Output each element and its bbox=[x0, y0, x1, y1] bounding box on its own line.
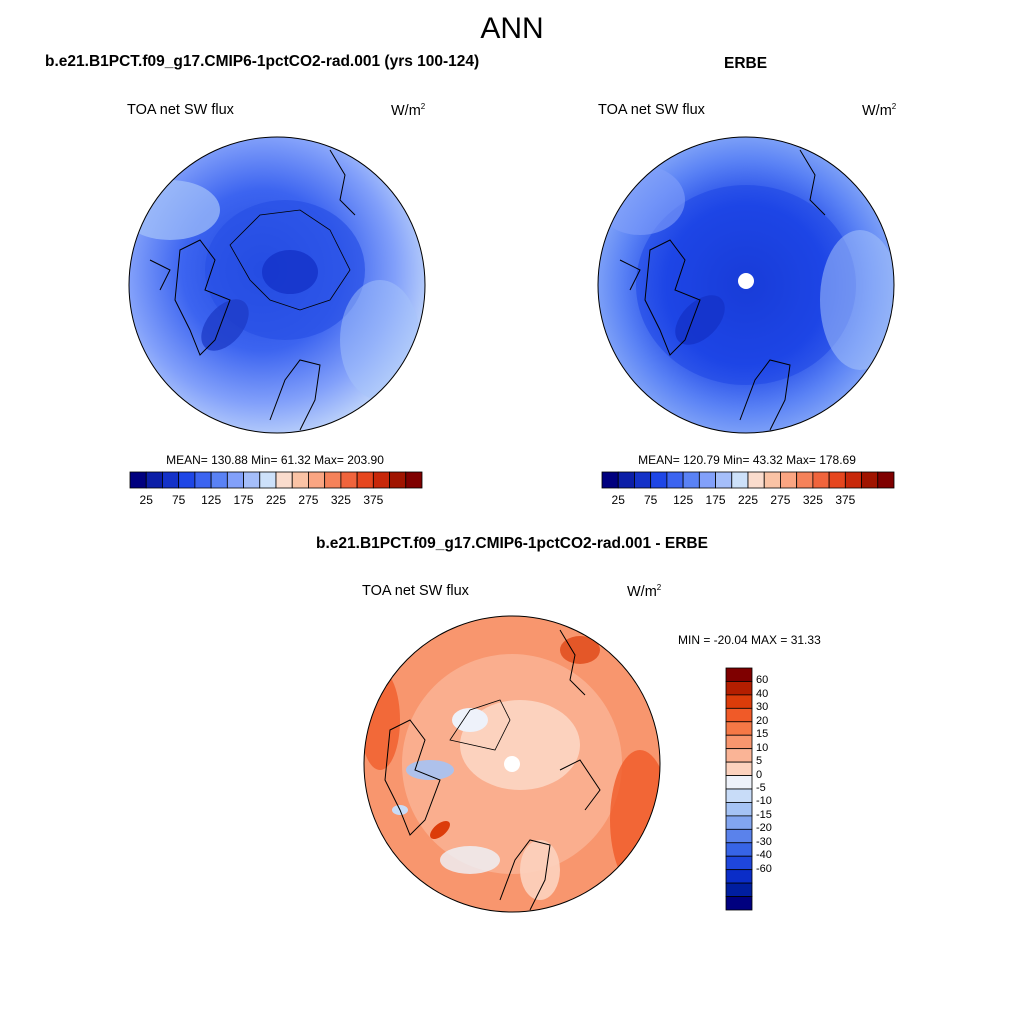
colorbar-tick-label: 175 bbox=[233, 493, 254, 507]
colorbar-tick-label: 375 bbox=[835, 493, 856, 507]
colorbar-tick-label: 25 bbox=[611, 493, 625, 507]
colorbar-tick-label: 15 bbox=[756, 728, 769, 741]
colorbar-tick-label: 30 bbox=[756, 701, 769, 714]
colorbar-cell bbox=[725, 882, 753, 897]
colorbar-tick-label: -15 bbox=[756, 808, 772, 821]
colorbar-tick-label: -10 bbox=[756, 795, 772, 808]
diff-colorbar-ticks: 60 40 30 20 15 10 5 0 -5 -10 -15 -20 -30 -40 -60 bbox=[756, 668, 796, 910]
colorbar-tick-label: 40 bbox=[756, 687, 769, 700]
colorbar-cell bbox=[725, 681, 753, 696]
colorbar-tick-label: -20 bbox=[756, 822, 772, 835]
colorbar-tick-label: 60 bbox=[756, 674, 769, 687]
colorbar-cell bbox=[725, 869, 753, 884]
colorbar-tick-label: 325 bbox=[330, 493, 351, 507]
colorbar-tick-label: -40 bbox=[756, 849, 772, 862]
colorbar-tick-label: -5 bbox=[756, 782, 766, 794]
diff-variable-label: TOA net SW flux bbox=[362, 583, 469, 599]
right-units-label: W/m2 bbox=[862, 102, 897, 119]
diff-colorbar bbox=[725, 667, 753, 911]
colorbar-cell bbox=[725, 788, 753, 803]
colorbar-cell bbox=[405, 471, 423, 489]
colorbar-tick-label: 125 bbox=[673, 493, 694, 507]
diff-minmax: MIN = -20.04 MAX = 31.33 bbox=[678, 633, 821, 647]
colorbar-cell bbox=[725, 842, 753, 857]
colorbar-cell bbox=[725, 828, 753, 844]
colorbar-cell bbox=[725, 815, 753, 830]
left-colorbar-ticks: 25 75 125 175 225 275 325 375 bbox=[130, 493, 422, 509]
left-stats: MEAN= 130.88 Min= 61.32 Max= 203.90 bbox=[166, 453, 384, 467]
colorbar-tick-label: 225 bbox=[265, 493, 287, 507]
left-panel-title: b.e21.B1PCT.f09_g17.CMIP6-1pctCO2-rad.00… bbox=[45, 53, 480, 70]
colorbar-cell bbox=[725, 721, 753, 736]
right-stats: MEAN= 120.79 Min= 43.32 Max= 178.69 bbox=[638, 453, 856, 467]
left-units-label: W/m2 bbox=[391, 102, 426, 119]
right-colorbar-ticks: 25 75 125 175 225 275 325 375 bbox=[602, 493, 894, 509]
colorbar-tick-label: 5 bbox=[756, 755, 763, 768]
colorbar-tick-label: 75 bbox=[171, 493, 186, 507]
diff-units-label: W/m2 bbox=[627, 583, 662, 600]
colorbar-cell bbox=[725, 667, 753, 682]
colorbar-tick-label: -30 bbox=[756, 835, 772, 848]
colorbar-tick-label: 0 bbox=[756, 768, 763, 781]
colorbar-tick-label: 375 bbox=[363, 493, 384, 507]
colorbar-tick-label: 275 bbox=[298, 493, 319, 507]
left-variable-label: TOA net SW flux bbox=[127, 102, 234, 118]
colorbar-cell bbox=[725, 896, 753, 911]
colorbar-cell bbox=[877, 471, 895, 489]
diff-panel-title: b.e21.B1PCT.f09_g17.CMIP6-1pctCO2-rad.00… bbox=[316, 535, 708, 552]
colorbar-cell bbox=[725, 694, 753, 709]
colorbar-tick-label: 75 bbox=[643, 493, 658, 507]
colorbar-tick-label: 10 bbox=[756, 741, 769, 754]
colorbar-cell bbox=[725, 802, 753, 817]
colorbar-cell bbox=[725, 761, 753, 776]
colorbar-cell bbox=[725, 748, 753, 763]
colorbar-cell bbox=[725, 855, 753, 871]
colorbar-tick-label: 125 bbox=[201, 493, 222, 507]
colorbar-cell bbox=[725, 734, 753, 750]
right-colorbar bbox=[601, 471, 895, 489]
colorbar-tick-label: 275 bbox=[770, 493, 791, 507]
right-panel-title: ERBE bbox=[724, 55, 768, 72]
left-colorbar bbox=[129, 471, 423, 489]
colorbar-tick-label: 25 bbox=[139, 493, 153, 507]
right-variable-label: TOA net SW flux bbox=[598, 102, 705, 118]
colorbar-tick-label: 175 bbox=[705, 493, 726, 507]
colorbar-tick-label: 225 bbox=[737, 493, 759, 507]
colorbar-tick-label: 325 bbox=[802, 493, 823, 507]
main-title: ANN bbox=[480, 12, 544, 45]
colorbar-cell bbox=[725, 775, 753, 790]
colorbar-cell bbox=[725, 707, 753, 723]
colorbar-tick-label: 20 bbox=[756, 714, 769, 727]
colorbar-tick-label: -60 bbox=[756, 862, 772, 875]
